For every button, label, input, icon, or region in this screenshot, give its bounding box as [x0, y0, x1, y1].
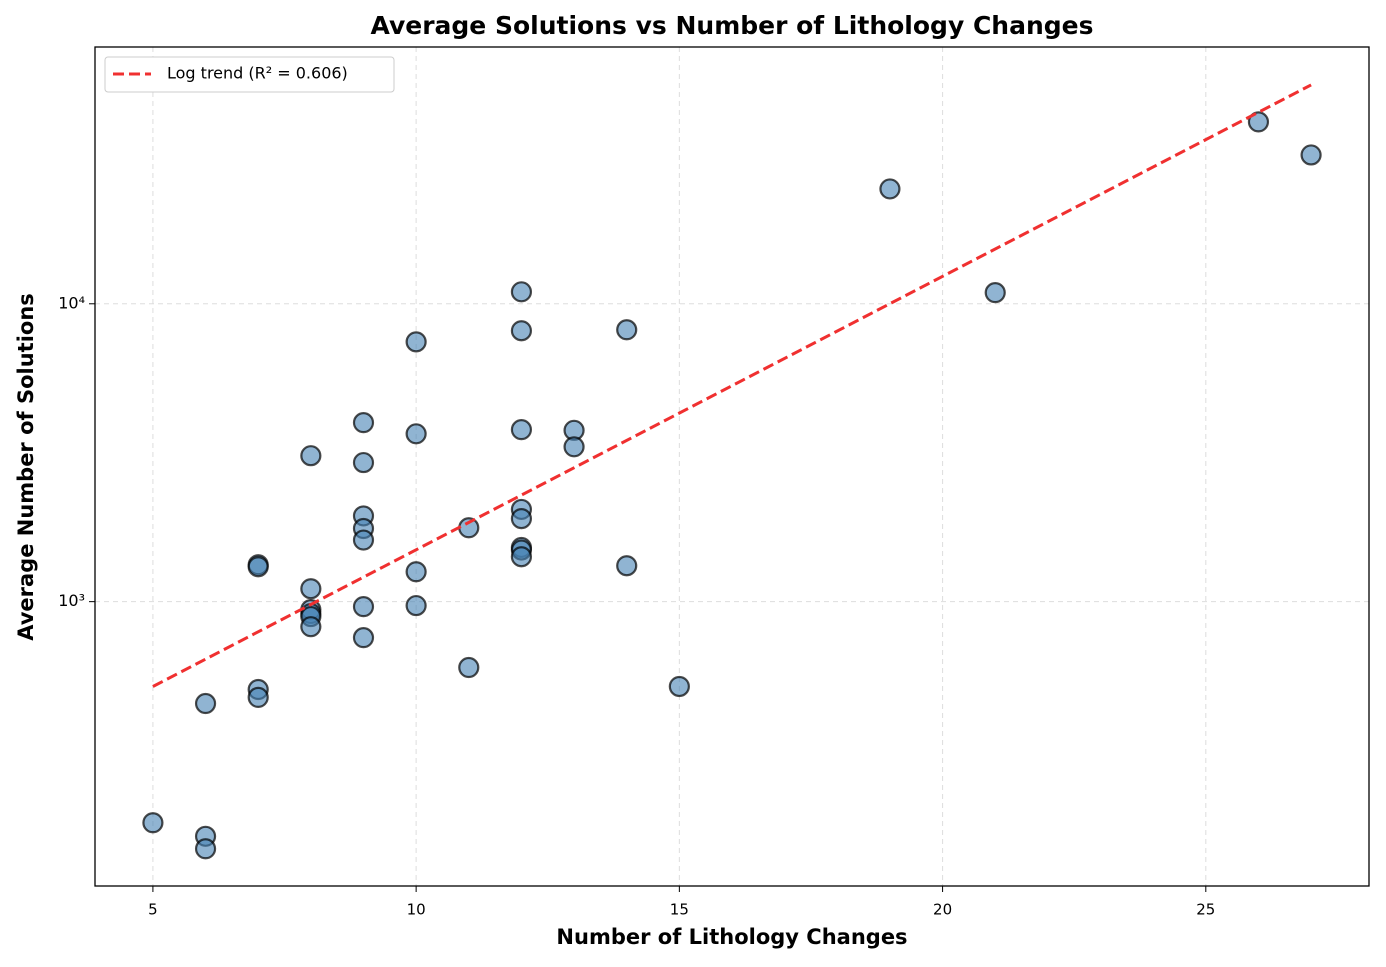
legend-box	[104, 56, 395, 93]
scatter-point	[352, 451, 375, 474]
scatter-point	[510, 281, 533, 303]
scatter-point	[405, 423, 427, 445]
scatter-point	[300, 445, 322, 467]
x-tick-label: 15	[670, 901, 689, 919]
trend-line	[152, 83, 1312, 688]
y-tick-label: 10³	[58, 591, 85, 610]
scatter-point	[1247, 111, 1270, 133]
x-tick-label: 10	[407, 901, 426, 919]
scatter-point	[352, 596, 375, 618]
scatter-point	[668, 675, 690, 698]
scatter-point	[510, 320, 533, 342]
scatter-point	[1300, 144, 1322, 166]
legend-label: Log trend (R² = 0.606)	[167, 64, 348, 83]
scatter-point	[458, 656, 480, 679]
scatter-point	[879, 178, 901, 200]
scatter-point	[510, 508, 533, 530]
scatter-point	[194, 692, 217, 715]
scatter-point	[300, 578, 322, 600]
scatter-point	[247, 556, 269, 578]
scatter-point	[616, 319, 638, 341]
y-tick-label: 10⁴	[58, 293, 85, 312]
y-axis-label: Average Number of Solutions	[14, 293, 38, 641]
scatter-point	[510, 419, 533, 441]
scatter-point	[352, 529, 375, 551]
scatter-point	[405, 331, 427, 353]
x-tick-label: 25	[1196, 901, 1215, 919]
x-tick-label: 20	[933, 901, 952, 919]
scatter-point	[247, 686, 269, 708]
scatter-point	[194, 838, 217, 860]
plot-frame	[94, 46, 1370, 887]
scatter-point	[142, 812, 164, 834]
scatter-point	[616, 555, 638, 577]
scatter-point	[405, 561, 427, 583]
x-axis-label: Number of Lithology Changes	[556, 925, 907, 949]
x-tick-label: 5	[148, 901, 158, 919]
scatter-point	[405, 594, 427, 617]
scatter-point	[984, 282, 1006, 304]
scatter-point	[300, 616, 322, 638]
scatter-point	[352, 627, 375, 649]
scatter-point	[510, 546, 533, 568]
chart-title: Average Solutions vs Number of Lithology…	[371, 11, 1094, 40]
scatter-point	[563, 436, 585, 458]
scatter-point	[352, 412, 375, 434]
